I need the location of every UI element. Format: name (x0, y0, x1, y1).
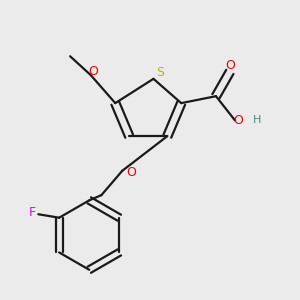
Text: O: O (225, 59, 235, 72)
Text: H: H (253, 116, 261, 125)
Text: O: O (126, 166, 136, 179)
Text: S: S (156, 66, 164, 79)
Text: O: O (88, 65, 98, 78)
Text: F: F (28, 206, 36, 219)
Text: O: O (234, 114, 244, 127)
